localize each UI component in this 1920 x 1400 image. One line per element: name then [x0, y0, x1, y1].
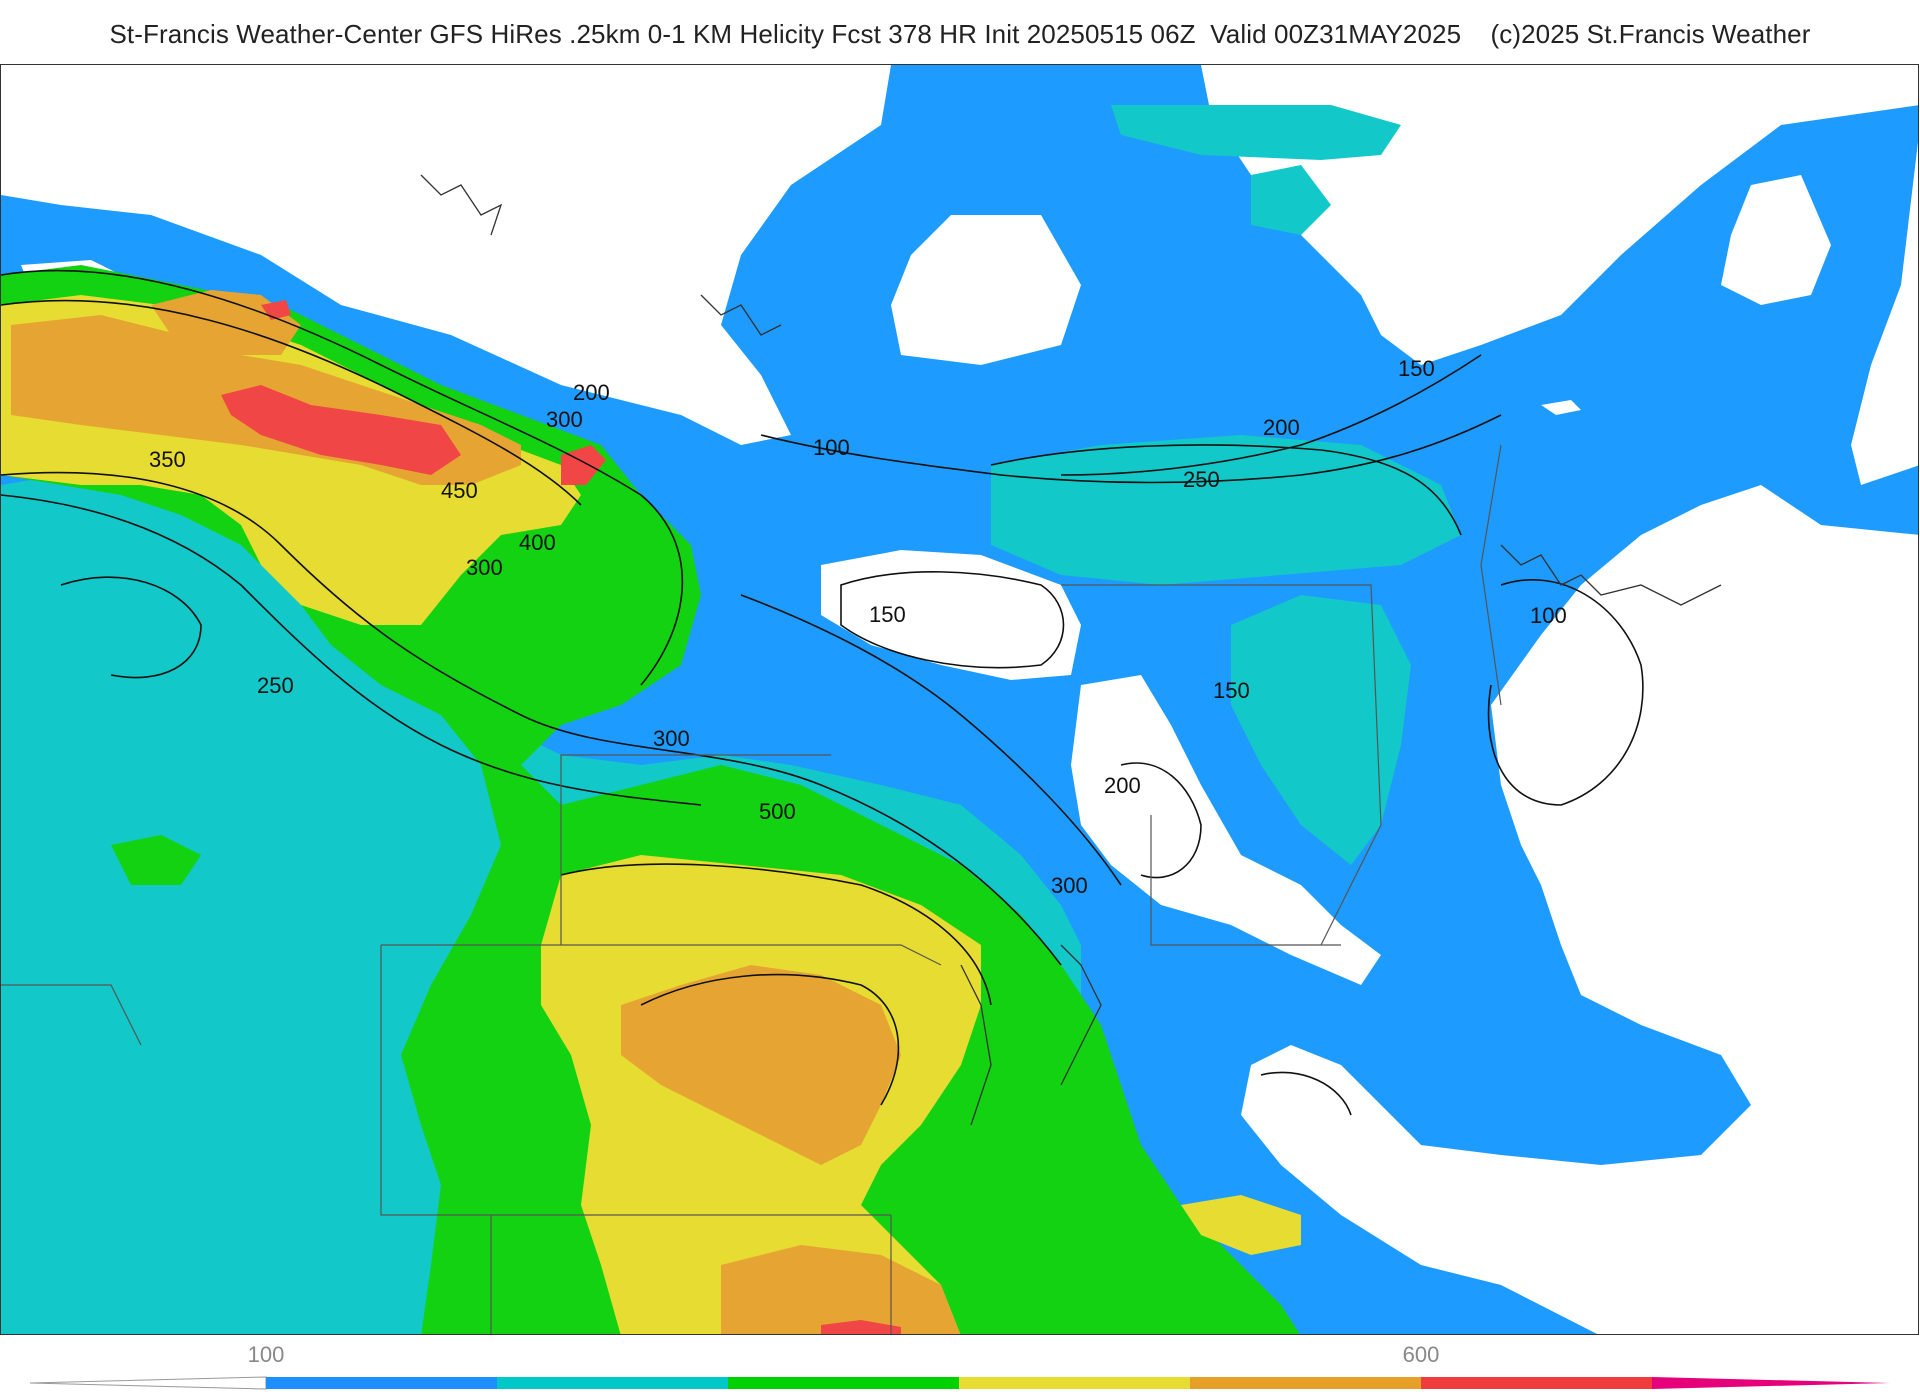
legend-swatch	[959, 1377, 1190, 1389]
legend-swatch	[30, 1376, 267, 1390]
contour-labels: 200 300 350 450 400 300 100 150 200 250 …	[149, 356, 1567, 898]
field-red	[221, 300, 901, 1334]
legend-swatch	[1190, 1377, 1421, 1389]
legend-swatch	[1652, 1377, 1890, 1389]
legend-swatch	[266, 1377, 497, 1389]
contour-label: 150	[869, 602, 906, 627]
color-legend: 100 600	[30, 1340, 1890, 1400]
coastlines	[420, 174, 1722, 1126]
contour-label: 200	[1263, 415, 1300, 440]
contour-label: 150	[1398, 356, 1435, 381]
map-title: St-Francis Weather-Center GFS HiRes .25k…	[109, 18, 1811, 49]
contour-label: 250	[257, 673, 294, 698]
legend-swatch	[1421, 1377, 1652, 1389]
legend-colorbar	[30, 1376, 1890, 1390]
contour-label: 500	[759, 799, 796, 824]
contour-label: 300	[653, 726, 690, 751]
contour-label: 200	[573, 380, 610, 405]
contour-label: 300	[546, 407, 583, 432]
legend-tick-low: 100	[247, 1342, 285, 1367]
helicity-map: 200 300 350 450 400 300 100 150 200 250 …	[0, 64, 1919, 1335]
legend-swatch	[497, 1377, 728, 1389]
contour-label: 350	[149, 447, 186, 472]
contour-label: 450	[441, 478, 478, 503]
field-white	[1, 65, 1918, 1334]
state-borders	[1, 444, 1502, 1334]
contour-label: 300	[466, 555, 503, 580]
contour-label: 200	[1104, 773, 1141, 798]
contour-label: 250	[1183, 467, 1220, 492]
legend-tick-high: 600	[1402, 1342, 1440, 1367]
contour-label: 150	[1213, 678, 1250, 703]
legend-swatch	[728, 1377, 959, 1389]
contour-label: 100	[813, 435, 850, 460]
contour-label: 400	[519, 530, 556, 555]
map-canvas: 200 300 350 450 400 300 100 150 200 250 …	[1, 65, 1918, 1334]
contour-lines	[1, 269, 1644, 1116]
contour-label: 100	[1530, 603, 1567, 628]
contour-label: 300	[1051, 873, 1088, 898]
